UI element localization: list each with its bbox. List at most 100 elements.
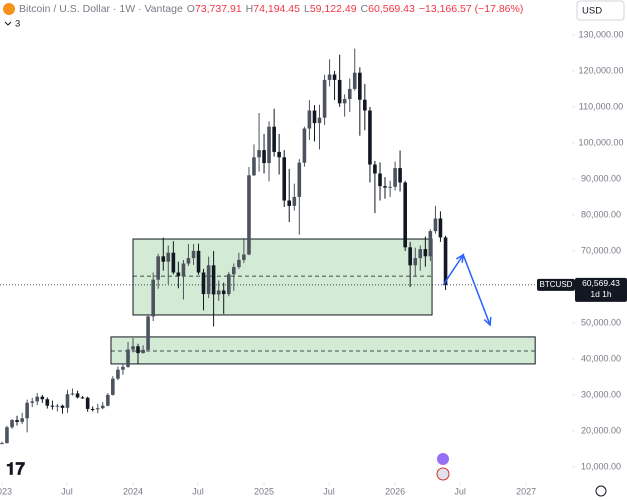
candle-body <box>231 267 236 275</box>
y-tick-label: 120,000.00 <box>578 65 623 75</box>
ohlc-value: 60,569.43 <box>368 3 415 15</box>
currency[interactable]: USD <box>582 6 602 17</box>
candle-body <box>141 349 145 354</box>
candle-body <box>131 346 135 350</box>
ohlc-value: 74,194.45 <box>253 3 300 15</box>
candle-body <box>388 186 392 188</box>
candle-body <box>428 231 433 257</box>
candle-body <box>368 110 372 165</box>
candle-body <box>5 427 9 444</box>
event-icon[interactable] <box>437 453 449 465</box>
candle-body <box>257 150 261 158</box>
y-tick-label: 30,000.00 <box>581 389 621 399</box>
candle-body <box>317 117 322 124</box>
candle-body <box>393 168 397 187</box>
plot: 10,000.00 20,000.00 30,000.00 40,000.00 50,0… <box>0 29 627 496</box>
candle-body <box>80 397 85 399</box>
price-tag-bg <box>575 277 627 302</box>
change: −13,166.57 (−17.86%) <box>419 3 524 15</box>
y-tick-label: 50,000.00 <box>581 317 621 327</box>
candle-body <box>403 182 407 248</box>
flag-icon[interactable] <box>436 467 450 481</box>
candle-body <box>106 394 110 406</box>
candle-body <box>216 290 221 295</box>
candle-body <box>262 150 266 164</box>
indicator-count[interactable]: 3 <box>15 19 20 30</box>
x-tick-label: 2027 <box>516 486 536 496</box>
ohlc-key: O <box>187 3 195 15</box>
coin-icon <box>3 3 15 15</box>
candle-body <box>373 164 377 174</box>
candle-body <box>191 250 196 259</box>
ohlc-key: H <box>246 3 254 15</box>
y-tick-label: 20,000.00 <box>581 425 621 435</box>
x-tick-label: Jul <box>61 486 73 496</box>
candle-body <box>0 443 4 445</box>
candle-body <box>25 402 29 419</box>
candle-body <box>227 274 231 295</box>
zone <box>132 238 433 316</box>
candle-body <box>70 393 75 395</box>
candle-body <box>221 290 226 295</box>
candle-body <box>247 175 251 255</box>
candle-body <box>206 265 211 295</box>
ohlc-value: 59,122.49 <box>310 3 357 15</box>
candle-body <box>201 272 206 295</box>
candle-body <box>100 405 105 409</box>
candle-body <box>116 369 120 379</box>
candle-body <box>292 196 297 206</box>
legend: Bitcoin / U.S. Dollar · 1W · Vantage O73,… <box>19 3 523 15</box>
candle-body <box>383 186 387 188</box>
logo: 𝟏𝟕 <box>6 459 25 478</box>
candle-body <box>418 249 423 259</box>
candle-body <box>156 256 160 280</box>
candle-body <box>176 272 181 277</box>
candle-body <box>10 420 14 428</box>
x-tick-label: Jul <box>454 486 466 496</box>
y-tick-label: 90,000.00 <box>581 173 621 183</box>
candle-body <box>95 408 100 410</box>
candle-body <box>307 110 312 129</box>
candle-body <box>196 250 201 273</box>
chevron[interactable] <box>4 21 12 26</box>
candle-body <box>166 252 171 262</box>
candle-body <box>277 151 281 158</box>
candle-body <box>55 405 60 407</box>
y-tick-label: 100,000.00 <box>578 137 623 147</box>
candle-body <box>378 173 382 187</box>
x-tick-label: 2024 <box>123 486 143 496</box>
candle-body <box>186 258 191 264</box>
symbol-tag-bg <box>537 278 575 291</box>
symbol-tag: BTCUSD <box>540 280 573 289</box>
y-tick-label: 70,000.00 <box>581 245 621 255</box>
candle-body <box>161 256 166 262</box>
price-tag: 60,569.43 <box>582 278 620 288</box>
y-tick-label: 10,000.00 <box>581 461 621 471</box>
ohlc-value: 73,737.91 <box>195 3 242 15</box>
settings[interactable] <box>595 485 607 497</box>
x-tick-label: 2023 <box>0 486 12 496</box>
candle-body <box>297 162 302 197</box>
candle-body <box>211 265 216 295</box>
candle-body <box>413 258 418 266</box>
candle-body <box>50 405 55 407</box>
candle-body <box>287 200 292 206</box>
y-tick-label: 130,000.00 <box>578 29 623 39</box>
currency-button[interactable] <box>576 0 625 21</box>
arrow-head <box>455 253 465 263</box>
x-tick-label: Jul <box>323 486 335 496</box>
candle-body <box>433 218 438 232</box>
candle-body <box>282 157 287 201</box>
ohlc-key: C <box>361 3 369 15</box>
candle-body <box>332 74 337 80</box>
candle-body <box>438 218 443 238</box>
candle-body <box>423 249 428 257</box>
candle-body <box>352 72 357 89</box>
candle-body <box>15 420 19 422</box>
candle-body <box>242 254 246 260</box>
candle-body <box>408 247 412 266</box>
candle-body <box>267 126 271 164</box>
x-tick-label: Jul <box>192 486 204 496</box>
candle-body <box>237 259 241 268</box>
